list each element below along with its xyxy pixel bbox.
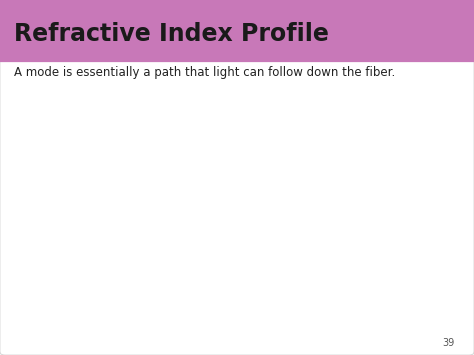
FancyBboxPatch shape bbox=[57, 266, 133, 295]
Text: Step index: Step index bbox=[67, 275, 123, 285]
Text: Refractive Index Profile: Refractive Index Profile bbox=[14, 22, 329, 46]
Text: 39: 39 bbox=[443, 338, 455, 348]
Text: A mode is essentially a path that light can follow down the fiber.: A mode is essentially a path that light … bbox=[14, 66, 395, 79]
FancyBboxPatch shape bbox=[114, 200, 190, 230]
Text: Multimode: Multimode bbox=[124, 210, 179, 220]
FancyBboxPatch shape bbox=[199, 137, 275, 167]
FancyBboxPatch shape bbox=[171, 266, 246, 295]
Text: Single mode: Single mode bbox=[318, 210, 383, 220]
Text: Mode: Mode bbox=[223, 147, 251, 157]
FancyBboxPatch shape bbox=[313, 200, 389, 230]
Text: Graded index: Graded index bbox=[173, 275, 244, 285]
